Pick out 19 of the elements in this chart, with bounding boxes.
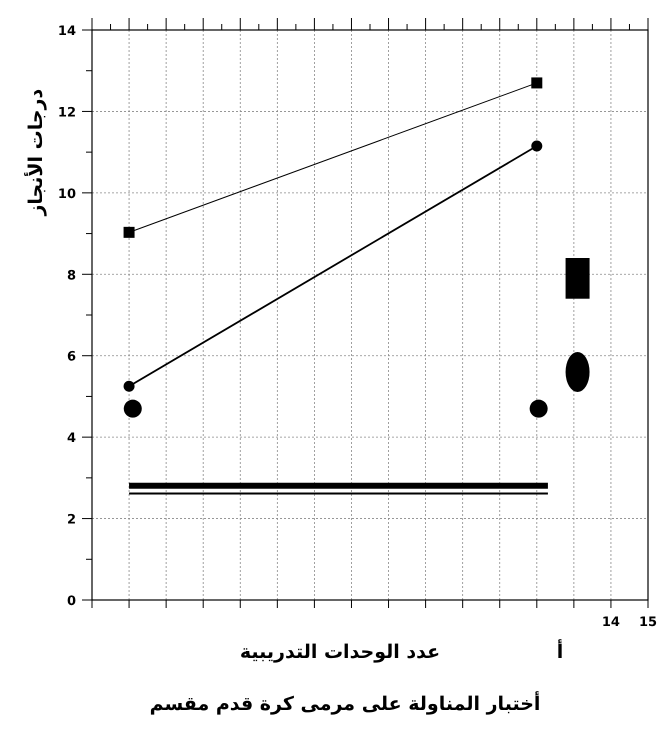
y-tick-label: 4 xyxy=(66,431,76,446)
point xyxy=(124,380,135,392)
y-tick-label: 6 xyxy=(66,350,76,365)
point xyxy=(531,140,542,152)
point xyxy=(124,226,135,238)
y-axis-title: درجات الأنجاز xyxy=(24,88,47,217)
text: أ xyxy=(556,639,564,663)
point xyxy=(531,77,542,88)
x-axis-title: عدد الوحدات التدريبية xyxy=(240,641,440,663)
y-tick-label: 2 xyxy=(66,512,76,528)
point xyxy=(530,400,548,418)
y-tick-label: 0 xyxy=(66,594,76,609)
point xyxy=(124,400,142,418)
y-tick-label: 10 xyxy=(58,186,76,202)
text: أختبار المناولة على مرمى كرة قدم مقسم xyxy=(150,691,540,715)
x-tick-label: 15 xyxy=(638,615,658,630)
y-tick-label: 12 xyxy=(58,105,76,120)
y-tick-label: 14 xyxy=(58,24,76,39)
y-tick-label: 8 xyxy=(66,268,76,284)
